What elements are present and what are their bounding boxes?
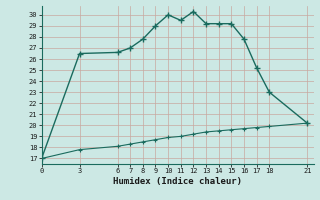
X-axis label: Humidex (Indice chaleur): Humidex (Indice chaleur): [113, 177, 242, 186]
